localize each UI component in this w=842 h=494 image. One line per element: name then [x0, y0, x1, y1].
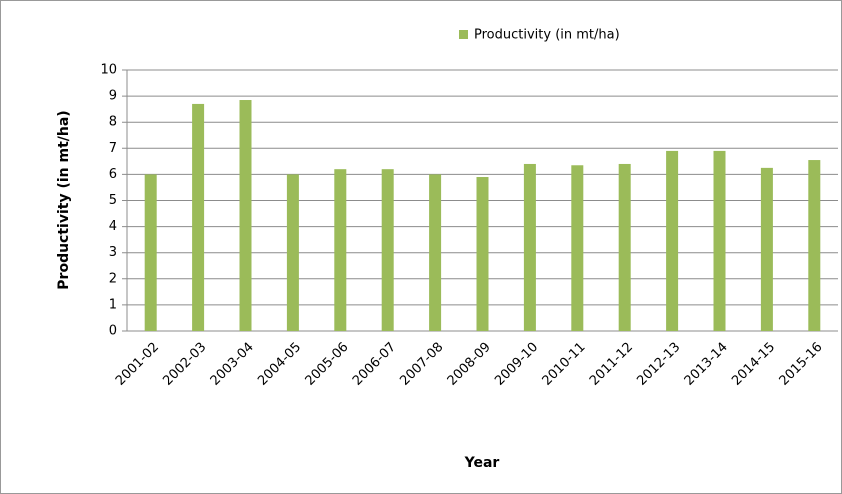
bar [808, 160, 821, 331]
bar [381, 169, 394, 331]
y-tick-label: 0 [109, 324, 117, 339]
y-tick-label: 6 [109, 167, 117, 182]
bar [286, 174, 299, 331]
y-tick-label: 8 [109, 115, 117, 130]
bar [334, 169, 347, 331]
y-axis-label: Productivity (in mt/ha) [56, 110, 72, 289]
bar [239, 100, 252, 331]
y-tick-label: 4 [109, 219, 117, 234]
bar [760, 167, 773, 331]
y-tick-label: 1 [109, 297, 117, 312]
y-tick-label: 7 [109, 141, 117, 156]
bar [429, 174, 442, 331]
bar [713, 150, 726, 331]
legend-swatch [459, 30, 468, 39]
y-tick-label: 9 [109, 89, 117, 104]
bar [476, 177, 489, 331]
x-axis-label: Year [464, 455, 500, 471]
bar [144, 174, 157, 331]
y-tick-label: 10 [100, 63, 117, 78]
bar [523, 163, 536, 331]
y-tick-label: 5 [109, 193, 117, 208]
bar [666, 150, 679, 331]
bar [571, 165, 584, 331]
y-tick-label: 2 [109, 271, 117, 286]
legend-label: Productivity (in mt/ha) [474, 28, 620, 43]
bar [192, 103, 205, 332]
y-tick-label: 3 [109, 245, 117, 260]
bar [618, 163, 631, 331]
